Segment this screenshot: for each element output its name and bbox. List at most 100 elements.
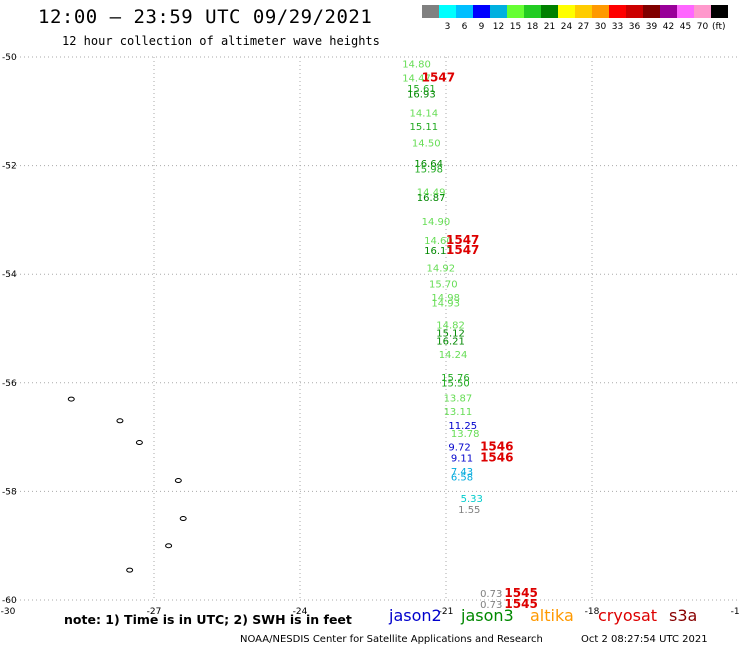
map-grid [8, 56, 738, 601]
wave-height-label: 16.93 [407, 90, 436, 101]
wave-height-label: 14.80 [402, 60, 431, 71]
wave-height-label: 14.47 [402, 73, 431, 84]
wave-height-label: 14.49 [417, 187, 446, 198]
wave-height-label: 6.58 [451, 472, 473, 483]
wave-height-label: 5.33 [461, 494, 483, 505]
legend-swatch [490, 5, 507, 18]
satellite-name: jason2 [389, 606, 442, 625]
wave-height-label: 13.11 [444, 407, 473, 418]
wave-height-label: 13.87 [444, 394, 473, 405]
page-subtitle: 12 hour collection of altimeter wave hei… [62, 34, 380, 48]
wave-height-label: 14.14 [410, 109, 439, 120]
legend-label: 15 [509, 22, 522, 32]
wave-height-label: 14.82 [436, 320, 465, 331]
satellite-name: cryosat [598, 606, 658, 625]
legend-swatch [439, 5, 456, 18]
legend-swatch [558, 5, 575, 18]
legend-label: 6 [461, 22, 468, 32]
time-label: 1546 [480, 450, 513, 464]
legend-label: 33 [611, 22, 624, 32]
lon-tick-label: -30 [1, 607, 16, 617]
legend-swatch [592, 5, 609, 18]
legend-label: 42 [662, 22, 675, 32]
wave-height-label: 15.50 [441, 378, 470, 389]
legend-label: 24 [560, 22, 573, 32]
wave-height-label: 0.73 [480, 589, 502, 600]
legend-swatch [456, 5, 473, 18]
wave-height-label: 15.61 [407, 84, 436, 95]
wave-height-label: 16.87 [417, 193, 446, 204]
lon-tick-label: -24 [293, 607, 308, 617]
wave-height-label: 7.43 [451, 467, 473, 478]
wave-height-label: 14.93 [431, 299, 460, 310]
footer-note: note: 1) Time is in UTC; 2) SWH is in fe… [64, 612, 352, 627]
wave-height-label: 14.24 [439, 350, 468, 361]
wave-height-label: 16.64 [414, 159, 443, 170]
island-shape [126, 567, 134, 573]
legend-swatch [422, 5, 439, 18]
lon-tick-label: -18 [585, 607, 600, 617]
legend-swatch [694, 5, 711, 18]
time-label: 1547 [446, 233, 479, 247]
legend-label: 3 [444, 22, 451, 32]
wave-height-label: 16.21 [436, 337, 465, 348]
lat-tick-label: -58 [2, 487, 17, 497]
lon-tick-label: -27 [147, 607, 162, 617]
legend-swatch [524, 5, 541, 18]
wave-height-label: 0.73 [480, 600, 502, 611]
legend-label: 45 [679, 22, 692, 32]
legend-swatch [660, 5, 677, 18]
lat-tick-label: -52 [2, 162, 17, 172]
legend-swatch [711, 5, 728, 18]
island-shape [67, 396, 75, 402]
legend-label: 27 [577, 22, 590, 32]
footer-date: Oct 2 08:27:54 UTC 2021 [581, 634, 708, 645]
legend-label: 18 [526, 22, 539, 32]
wave-height-label: 14.90 [422, 217, 451, 228]
wave-height-label: 16.11 [424, 246, 453, 257]
island-shape [174, 478, 182, 484]
lat-tick-label: -50 [2, 53, 17, 63]
page-title: 12:00 – 23:59 UTC 09/29/2021 [38, 6, 373, 28]
legend-swatch [473, 5, 490, 18]
legend-label: 70 [696, 22, 709, 32]
legend-swatch [541, 5, 558, 18]
legend-label: 21 [543, 22, 556, 32]
island-shape [179, 516, 187, 522]
wave-height-label: 9.72 [448, 443, 470, 454]
lat-tick-label: -56 [2, 379, 17, 389]
legend-label: 30 [594, 22, 607, 32]
time-label: 1545 [504, 597, 537, 611]
legend-label: 39 [645, 22, 658, 32]
satellite-name: jason3 [461, 606, 514, 625]
wave-height-label: 15.12 [436, 329, 465, 340]
lat-tick-label: -60 [2, 596, 17, 606]
wave-height-label: 14.50 [412, 138, 441, 149]
island-shape [165, 543, 173, 549]
time-label: 1547 [422, 70, 455, 84]
wave-height-label: 1.55 [458, 505, 480, 516]
legend-swatch [507, 5, 524, 18]
legend-swatch [643, 5, 660, 18]
island-shape [116, 418, 124, 424]
axis-ticks: -30 -27 -24 -21 -18 -15 -50 -52 -54 -56 -58 -60 [1, 53, 740, 617]
time-label: 1547 [446, 243, 479, 257]
legend-swatch [626, 5, 643, 18]
wave-height-label: 14.60 [424, 236, 453, 247]
wave-height-label: 9.11 [451, 453, 473, 464]
island-shape [135, 440, 143, 446]
legend-unit: (ft) [712, 22, 726, 32]
wave-height-label: 13.78 [451, 429, 480, 440]
legend-swatch [677, 5, 694, 18]
legend-swatch [575, 5, 592, 18]
wave-height-label: 11.25 [448, 421, 477, 432]
legend-label: 36 [628, 22, 641, 32]
lon-tick-label: -21 [439, 607, 454, 617]
lon-tick-label: -15 [731, 607, 740, 617]
wave-height-label: 15.70 [429, 280, 458, 291]
lat-tick-label: -54 [2, 270, 17, 280]
time-label: 1545 [504, 586, 537, 600]
satellite-name: s3a [669, 606, 698, 625]
